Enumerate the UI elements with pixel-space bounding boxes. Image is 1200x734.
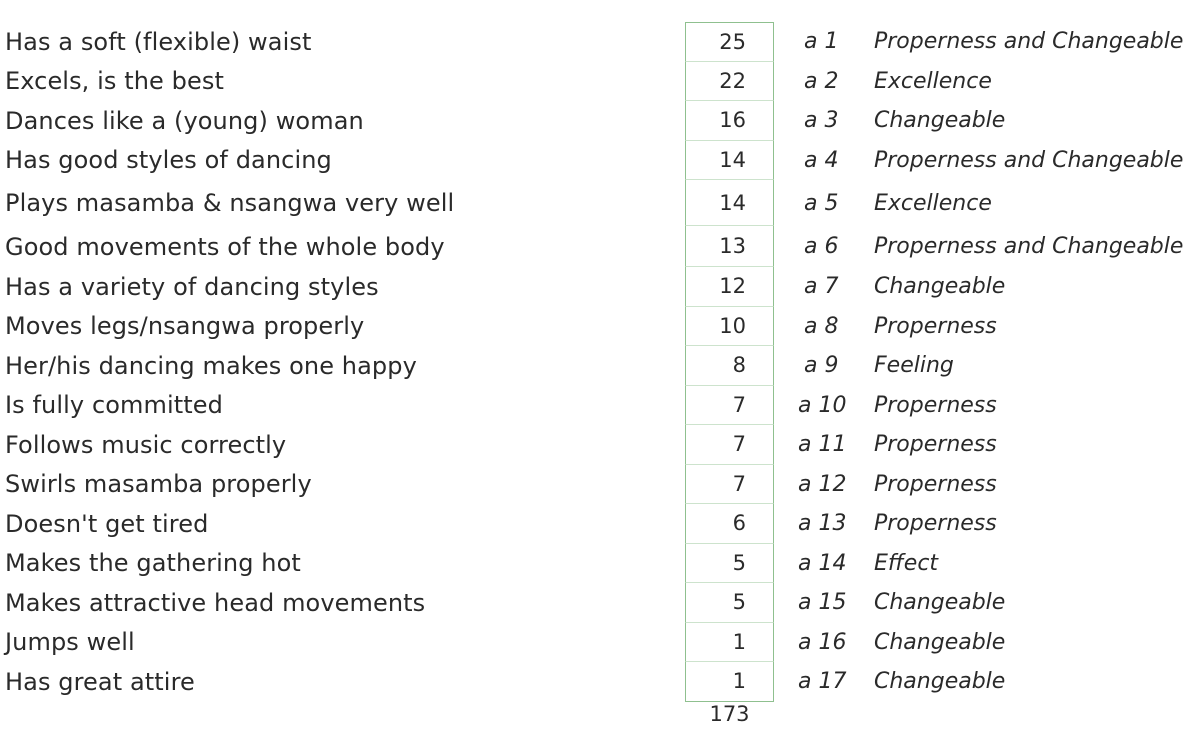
row-count: 7 bbox=[685, 385, 774, 425]
table-row: Has good styles of dancing 14 a 4 Proper… bbox=[0, 140, 1200, 180]
row-category: Properness bbox=[874, 511, 997, 537]
table-row: Follows music correctly 7 a 11 Propernes… bbox=[0, 425, 1200, 465]
table-row: Makes the gathering hot 5 a 14 Effect bbox=[0, 543, 1200, 583]
row-description: Has a soft (flexible) waist bbox=[5, 27, 312, 56]
row-count: 6 bbox=[685, 504, 774, 544]
table-row: Good movements of the whole body 13 a 6 … bbox=[0, 226, 1200, 267]
table-row: Makes attractive head movements 5 a 15 C… bbox=[0, 583, 1200, 623]
row-description: Is fully committed bbox=[5, 391, 223, 420]
table-row: Swirls masamba properly 7 a 12 Propernes… bbox=[0, 464, 1200, 504]
table-row: Plays masamba & nsangwa very well 14 a 5… bbox=[0, 180, 1200, 226]
row-description: Her/his dancing makes one happy bbox=[5, 351, 417, 380]
row-category: Properness and Changeable bbox=[874, 147, 1184, 173]
row-code: a 11 bbox=[798, 432, 847, 458]
row-category: Properness bbox=[874, 471, 997, 497]
table-row: Has great attire 1 a 17 Changeable bbox=[0, 662, 1200, 702]
row-count: 10 bbox=[685, 306, 774, 346]
total-count: 173 bbox=[709, 702, 750, 726]
row-count: 1 bbox=[685, 662, 774, 702]
row-category: Changeable bbox=[874, 274, 1006, 300]
table-row: Her/his dancing makes one happy 8 a 9 Fe… bbox=[0, 346, 1200, 386]
table-row: Has a soft (flexible) waist 25 a 1 Prope… bbox=[0, 22, 1200, 62]
row-count: 25 bbox=[685, 22, 774, 62]
row-category: Changeable bbox=[874, 669, 1006, 695]
row-category: Changeable bbox=[874, 108, 1006, 134]
row-category: Excellence bbox=[874, 190, 992, 216]
row-code: a 8 bbox=[804, 313, 839, 339]
row-description: Dances like a (young) woman bbox=[5, 106, 364, 135]
row-code: a 15 bbox=[798, 590, 847, 616]
row-count: 22 bbox=[685, 61, 774, 101]
table-row: Doesn't get tired 6 a 13 Properness bbox=[0, 504, 1200, 544]
row-description: Makes attractive head movements bbox=[5, 588, 426, 617]
table-row: Is fully committed 7 a 10 Properness bbox=[0, 385, 1200, 425]
row-code: a 13 bbox=[798, 511, 847, 537]
row-count: 5 bbox=[685, 543, 774, 583]
row-count: 7 bbox=[685, 425, 774, 465]
row-code: a 7 bbox=[804, 274, 839, 300]
criteria-table: Has a soft (flexible) waist 25 a 1 Prope… bbox=[0, 22, 1200, 702]
row-count: 16 bbox=[685, 101, 774, 141]
row-description: Doesn't get tired bbox=[5, 509, 209, 538]
row-category: Properness bbox=[874, 432, 997, 458]
table-row: Moves legs/nsangwa properly 10 a 8 Prope… bbox=[0, 306, 1200, 346]
table-row: Has a variety of dancing styles 12 a 7 C… bbox=[0, 267, 1200, 307]
row-description: Has a variety of dancing styles bbox=[5, 272, 379, 301]
row-count: 7 bbox=[685, 464, 774, 504]
row-code: a 4 bbox=[804, 147, 839, 173]
row-description: Follows music correctly bbox=[5, 430, 287, 459]
row-count: 5 bbox=[685, 583, 774, 623]
row-category: Changeable bbox=[874, 629, 1006, 655]
row-count: 8 bbox=[685, 346, 774, 386]
row-description: Jumps well bbox=[5, 628, 135, 657]
row-description: Excels, is the best bbox=[5, 67, 224, 96]
row-code: a 2 bbox=[804, 68, 839, 94]
row-description: Plays masamba & nsangwa very well bbox=[5, 189, 455, 217]
row-category: Feeling bbox=[874, 353, 954, 379]
row-count: 1 bbox=[685, 622, 774, 662]
row-description: Has great attire bbox=[5, 667, 195, 696]
row-code: a 1 bbox=[804, 29, 839, 55]
row-category: Properness and Changeable bbox=[874, 234, 1184, 259]
row-category: Effect bbox=[874, 550, 939, 576]
row-category: Properness bbox=[874, 392, 997, 418]
row-code: a 17 bbox=[798, 669, 847, 695]
row-description: Has good styles of dancing bbox=[5, 146, 332, 175]
row-code: a 16 bbox=[798, 629, 847, 655]
row-count: 13 bbox=[685, 226, 774, 267]
row-category: Properness bbox=[874, 313, 997, 339]
row-category: Changeable bbox=[874, 590, 1006, 616]
row-count: 14 bbox=[685, 140, 774, 180]
table-row: Dances like a (young) woman 16 a 3 Chang… bbox=[0, 101, 1200, 141]
row-count: 14 bbox=[685, 180, 774, 226]
row-code: a 9 bbox=[804, 353, 839, 379]
row-description: Makes the gathering hot bbox=[5, 549, 301, 578]
table-row: Excels, is the best 22 a 2 Excellence bbox=[0, 61, 1200, 101]
row-category: Properness and Changeable bbox=[874, 29, 1184, 55]
row-category: Excellence bbox=[874, 68, 992, 94]
row-code: a 3 bbox=[804, 108, 839, 134]
row-code: a 14 bbox=[798, 550, 847, 576]
row-description: Moves legs/nsangwa properly bbox=[5, 312, 365, 341]
row-count: 12 bbox=[685, 267, 774, 307]
table-row: Jumps well 1 a 16 Changeable bbox=[0, 622, 1200, 662]
row-code: a 5 bbox=[804, 190, 839, 216]
row-description: Good movements of the whole body bbox=[5, 232, 445, 261]
row-code: a 6 bbox=[804, 234, 839, 259]
row-code: a 10 bbox=[798, 392, 847, 418]
row-description: Swirls masamba properly bbox=[5, 470, 312, 499]
row-code: a 12 bbox=[798, 471, 847, 497]
